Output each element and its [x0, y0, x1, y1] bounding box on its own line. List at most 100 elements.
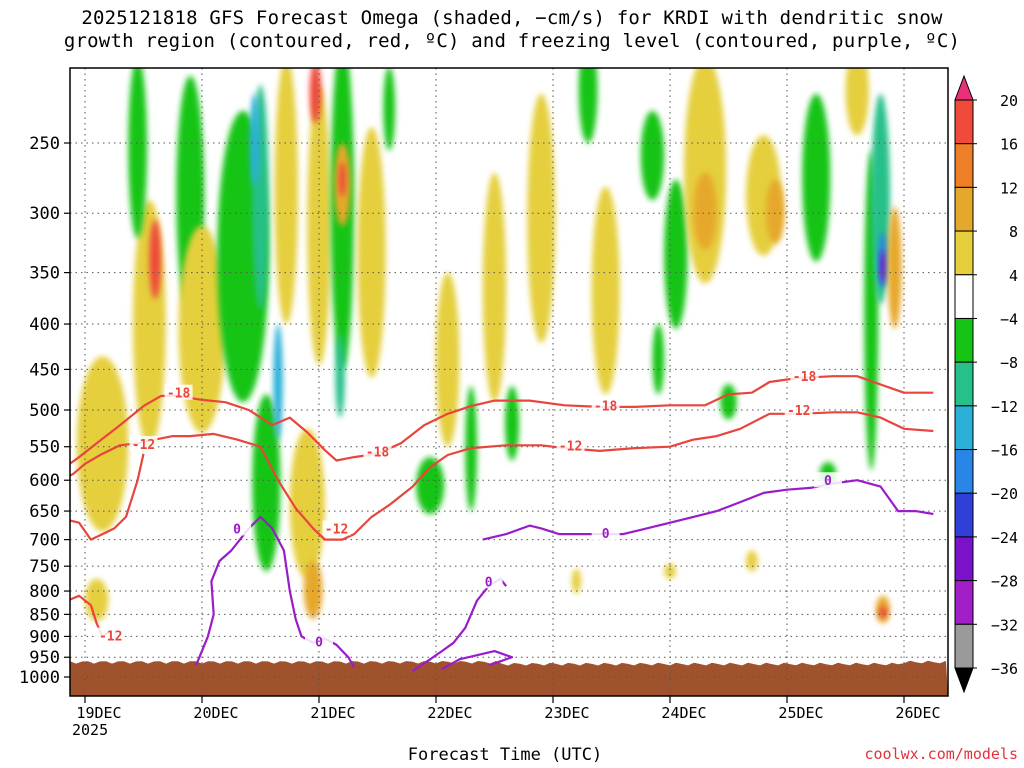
x-tick-label: 26DEC: [895, 704, 940, 722]
omega-shading-blob: [289, 428, 325, 579]
omega-shading-blob: [357, 127, 386, 378]
omega-shading-blob: [527, 93, 556, 343]
x-tick-label: 22DEC: [427, 704, 472, 722]
x-tick-label: 24DEC: [661, 704, 706, 722]
contour-layer: -18 -18 -18 -18 -12 -12 -12 -12 -12 0 0 0 0 0: [70, 368, 934, 673]
freezing-level-contour-line: [482, 479, 934, 541]
omega-shading-blob: [845, 68, 869, 136]
ground-below-surface: [70, 660, 948, 696]
contour-label: -12: [132, 438, 155, 453]
x-tick-label: 20DEC: [193, 704, 238, 722]
colorbar-label: −32: [991, 616, 1018, 634]
x-tick-label: 25DEC: [778, 704, 823, 722]
contour-label: 0: [602, 527, 610, 542]
omega-shading-blob: [303, 561, 323, 619]
y-tick-label: 700: [29, 531, 60, 551]
omega-shading-blob: [252, 394, 281, 572]
dgz-contour-line: [70, 411, 934, 541]
contour-label: -12: [787, 404, 810, 419]
gridlines: [70, 68, 948, 696]
omega-shading-blob: [664, 179, 688, 329]
freezing-level-contour-line: [411, 577, 508, 673]
colorbar-segment: [954, 405, 974, 451]
omega-shading-blob: [591, 186, 620, 395]
omega-shading-blob: [307, 84, 331, 366]
y-tick-label: 300: [29, 204, 60, 224]
contour-label-background: [129, 435, 158, 451]
y-tick-label: 900: [29, 627, 60, 647]
contour-label: -12: [325, 522, 348, 537]
colorbar-segment: [954, 143, 974, 188]
contour-label-background: [223, 520, 252, 536]
omega-shading-blob: [482, 172, 507, 403]
colorbar-segment: [954, 361, 974, 407]
colorbar-segment: [954, 536, 974, 582]
colorbar-label: −28: [991, 573, 1018, 591]
y-tick-label: 750: [29, 557, 60, 577]
omega-shading-blob: [128, 68, 148, 239]
dgz-contour-line: [70, 453, 145, 541]
colorbar-label: −24: [991, 529, 1018, 547]
colorbar-segment: [954, 580, 974, 625]
omega-shading-blob: [640, 110, 665, 201]
omega-shading-layer: [76, 68, 902, 624]
colorbar-segment: [954, 449, 974, 494]
omega-shading-blob: [887, 206, 902, 329]
colorbar-label: 8: [1009, 223, 1018, 241]
colorbar-label: 12: [1000, 179, 1018, 197]
colorbar-label: 4: [1009, 267, 1018, 285]
omega-shading-blob: [571, 568, 582, 594]
x-axis-ticks: 19DEC 20DEC 21DEC 22DEC 23DEC 24DEC 25DEC 26DEC: [76, 696, 941, 722]
omega-shading-blob: [149, 219, 162, 300]
x-tick-label: 23DEC: [544, 704, 589, 722]
omega-shading-blob: [720, 384, 737, 420]
chart-title-line-1: 2025121818 GFS Forecast Omega (shaded, −…: [81, 7, 943, 29]
contour-label-background: [591, 397, 620, 413]
contour-label-background: [813, 472, 842, 488]
colorbar-label: −12: [991, 398, 1018, 416]
colorbar-segment: [954, 492, 974, 538]
omega-shading-blob: [578, 68, 598, 143]
colorbar-label: −16: [991, 442, 1018, 460]
contour-label-background: [305, 633, 333, 649]
omega-shading-blob: [85, 578, 109, 622]
colorbar-segment: [954, 99, 974, 145]
x-axis-title: Forecast Time (UTC): [407, 745, 603, 765]
colorbar-top-triangle: [954, 74, 974, 101]
contour-label: 0: [485, 575, 493, 590]
omega-shading-blob: [878, 606, 888, 618]
contour-label: -18: [793, 370, 817, 385]
omega-shading-blob: [274, 68, 298, 325]
y-tick-label: 950: [29, 648, 60, 668]
x-axis-year-label: 2025: [72, 721, 109, 739]
contour-label: -18: [366, 446, 390, 461]
colorbar: 20 16 12 8 4 −4 −8 −12 −16 −20 −24 −28 −32 −36: [954, 74, 1018, 694]
contour-label: 0: [233, 522, 241, 537]
omega-shading-blob: [664, 563, 676, 579]
omega-shading-blob: [335, 333, 345, 418]
contour-label-background: [322, 520, 351, 536]
y-axis-ticks: 2503003504004505005506006507007508008509…: [19, 134, 70, 688]
colorbar-label: 20: [1000, 92, 1018, 110]
omega-shading-blob: [76, 356, 129, 532]
omega-shading-blob: [505, 386, 520, 461]
source-credit[interactable]: coolwx.com/models: [864, 745, 1018, 763]
y-tick-label: 450: [29, 360, 60, 380]
contour-label-background: [96, 627, 125, 643]
omega-shading-blob: [273, 324, 283, 440]
omega-shading-blob: [416, 457, 445, 515]
colorbar-segment: [954, 186, 974, 232]
y-tick-label: 800: [29, 582, 60, 602]
freezing-level-contour-line: [441, 649, 514, 671]
colorbar-segment: [954, 623, 974, 669]
colorbar-segment: [954, 317, 974, 363]
colorbar-label: −8: [1000, 354, 1018, 372]
contour-label-background: [363, 443, 392, 459]
omega-shading-blob: [652, 324, 665, 395]
colorbar-segment: [954, 274, 974, 319]
ground-surface: [70, 660, 948, 696]
plot-frame: [69, 67, 949, 697]
colorbar-segment: [954, 230, 974, 276]
omega-shading-blob: [693, 172, 717, 250]
